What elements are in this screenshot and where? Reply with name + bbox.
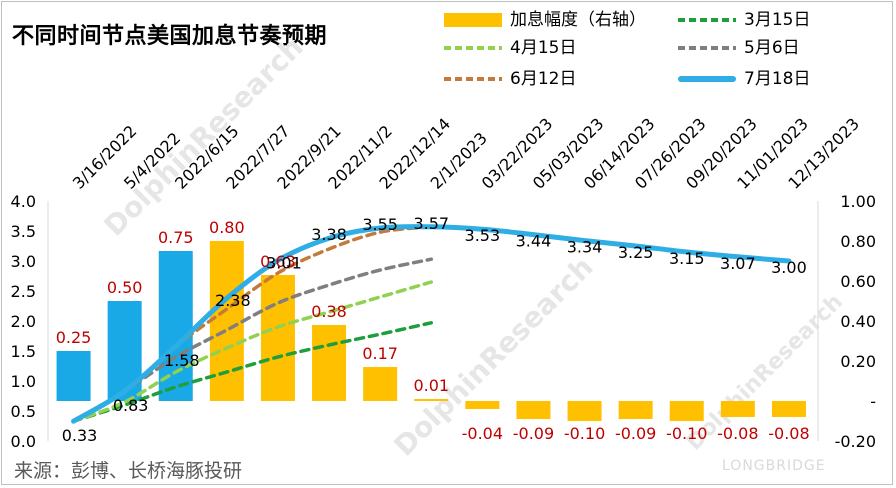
bar-data-label: 0.38 (311, 302, 347, 321)
y-left-tick-label: 3.5 (11, 222, 36, 241)
bar (260, 275, 295, 401)
bar (720, 401, 755, 417)
bar (771, 401, 806, 417)
line-data-label: 3.01 (266, 253, 302, 272)
bar-data-label: -0.09 (513, 424, 554, 443)
line-data-label: 0.33 (62, 426, 98, 445)
line-data-label: 3.15 (669, 249, 705, 268)
bar-data-label: 0.17 (362, 344, 398, 363)
bar-data-label: -0.08 (717, 424, 758, 443)
series-line-jul18 (71, 224, 792, 424)
bar-data-label: 0.75 (158, 228, 194, 247)
y-left-tick-label: 4.0 (11, 192, 36, 211)
bar (465, 401, 500, 409)
bar-data-label: 0.50 (107, 278, 143, 297)
y-right-tick-label: -0.20 (835, 432, 876, 451)
legend-label-may6: 5月6日 (744, 38, 800, 58)
legend-label-apr15: 4月15日 (510, 38, 577, 58)
series-line-mar15 (71, 321, 433, 423)
bar-data-label: -0.04 (462, 424, 503, 443)
bar-data-label: 0.01 (413, 376, 449, 395)
bar (107, 301, 142, 401)
bar-data-label: -0.08 (768, 424, 809, 443)
legend-label-jul18: 7月18日 (744, 69, 811, 89)
line-data-label: 3.44 (516, 232, 552, 251)
y-left-tick-label: 1.0 (11, 372, 36, 391)
y-left-tick-label: 1.5 (11, 342, 36, 361)
y-right-tick-label: 1.00 (840, 192, 876, 211)
line-data-label: 3.57 (413, 214, 449, 233)
legend-key-jun12 (444, 77, 502, 81)
chart-title: 不同时间节点美国加息节奏预期 (12, 24, 328, 49)
line-data-label: 3.07 (720, 254, 756, 273)
legend-label-mar15: 3月15日 (744, 10, 811, 30)
bar-data-label: -0.10 (564, 424, 605, 443)
bar (669, 401, 704, 421)
line-data-label: 3.25 (618, 243, 654, 262)
bar (516, 401, 551, 419)
legend-key-may6 (678, 46, 736, 50)
legend-label-jun12: 6月12日 (510, 69, 577, 89)
line-data-label: 3.00 (771, 258, 807, 277)
bar-data-label: -0.09 (615, 424, 656, 443)
line-data-label: 3.55 (362, 215, 398, 234)
bar-data-label: -0.10 (666, 424, 707, 443)
line-data-label: 3.38 (311, 225, 347, 244)
line-data-label: 3.53 (465, 226, 501, 245)
watermark-longbridge: LONGBRIDGE (722, 458, 826, 474)
bar-data-label: 0.63 (260, 252, 296, 271)
bar (363, 367, 398, 401)
y-right-tick-label: 0.80 (840, 232, 876, 251)
y-right-tick-label: 0.20 (840, 352, 876, 371)
bar-data-label: 0.25 (56, 328, 92, 347)
y-left-tick-label: 2.0 (11, 312, 36, 331)
y-left-tick-label: 0.5 (11, 402, 36, 421)
bar-data-label: 0.80 (209, 218, 245, 237)
bar (414, 399, 449, 401)
y-left-tick-label: 0.0 (11, 432, 36, 451)
y-right-tick-label: 0.40 (840, 312, 876, 331)
legend-key-mar15 (678, 18, 736, 22)
legend: 加息幅度（右轴） 3月15日 4月15日 5月6日 6月12日 7月18日 (0, 0, 896, 100)
y-right-tick-label: - (870, 392, 876, 411)
line-data-label: 3.34 (567, 238, 603, 257)
line-data-label: 1.58 (164, 351, 200, 370)
legend-key-bar (444, 13, 502, 27)
bar (312, 325, 347, 401)
bar (567, 401, 602, 421)
y-right-tick-label: 0.60 (840, 272, 876, 291)
bar (56, 351, 91, 401)
legend-label-rate-hike: 加息幅度（右轴） (510, 10, 646, 30)
bar (618, 401, 653, 419)
legend-key-jul18 (678, 76, 736, 82)
series-line-apr15 (71, 280, 433, 423)
bar (158, 251, 193, 401)
y-left-tick-label: 2.5 (11, 282, 36, 301)
y-left-tick-label: 3.0 (11, 252, 36, 271)
legend-key-apr15 (444, 46, 502, 50)
line-data-label: 2.38 (215, 291, 251, 310)
line-data-label: 0.83 (113, 396, 149, 415)
source-note: 来源：彭博、长桥海豚投研 (14, 460, 243, 482)
